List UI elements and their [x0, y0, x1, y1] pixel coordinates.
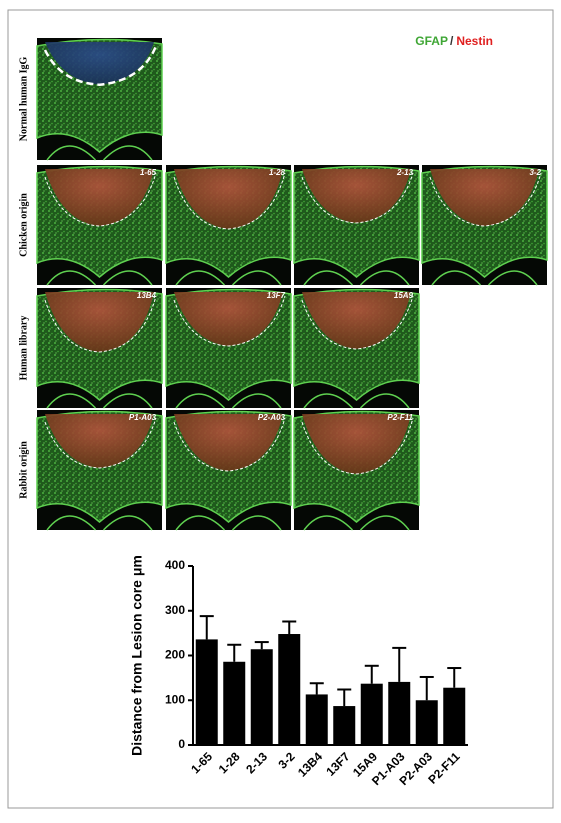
- x-tick-label: 13B4: [295, 749, 325, 779]
- x-tick-label: 13F7: [323, 749, 352, 778]
- lesion-border: [301, 295, 414, 350]
- micrograph: [36, 410, 163, 531]
- x-tick-label: 2-13: [243, 749, 270, 776]
- panel-label: 3-2: [529, 168, 541, 177]
- x-tick-label: P2-F11: [425, 749, 462, 786]
- legend-nestin: Nestin: [456, 34, 493, 48]
- lower-lobes: [175, 515, 282, 531]
- lesion-border: [173, 172, 286, 230]
- panel-label: 13B4: [137, 291, 157, 300]
- lesion-core: [45, 42, 154, 85]
- micrograph: [36, 288, 163, 409]
- lesion-border: [301, 417, 414, 475]
- panel-label: P2-F11: [387, 413, 413, 422]
- row-label: Rabbit origin: [18, 441, 29, 499]
- lower-lobes: [431, 270, 538, 286]
- bar: [388, 681, 411, 745]
- lower-lobes: [303, 393, 410, 409]
- y-tick-label: 0: [178, 737, 185, 751]
- lesion-core: [430, 169, 539, 226]
- micrograph: [421, 165, 548, 286]
- x-tick-label: 3-2: [275, 749, 297, 771]
- lesion-border: [301, 172, 414, 224]
- lesion-border: [429, 172, 542, 227]
- row-label: Normal human IgG: [18, 57, 29, 142]
- panel-label: 15A9: [394, 291, 414, 300]
- lesion-core: [302, 169, 411, 223]
- panel-label: 1-28: [269, 168, 286, 177]
- lower-lobes: [46, 393, 153, 409]
- micrograph: [36, 165, 163, 286]
- lesion-core: [302, 414, 411, 474]
- lower-lobes: [46, 515, 153, 531]
- legend-gfap: GFAP: [415, 34, 448, 48]
- lower-lobes: [303, 270, 410, 286]
- panel-label: 1-65: [140, 168, 157, 177]
- lower-lobes: [46, 270, 153, 286]
- y-tick-label: 400: [165, 558, 185, 572]
- y-axis-label: Distance from Lesion core μm: [129, 555, 145, 756]
- bar: [278, 634, 301, 745]
- micrograph: [293, 410, 420, 531]
- panel-label: P1-A03: [129, 413, 157, 422]
- micrograph: [165, 410, 292, 531]
- bar-chart: 0 100 200 300 400 Distance from Lesion core μ…: [129, 555, 468, 788]
- lesion-core: [174, 292, 283, 346]
- micrograph: [293, 165, 420, 286]
- lesion-border: [44, 295, 157, 353]
- lesion-core: [45, 292, 154, 352]
- x-tick-label: 1-65: [188, 749, 215, 776]
- bar: [223, 661, 246, 745]
- lesion-border: [44, 172, 157, 227]
- micrograph: [165, 288, 292, 409]
- y-tick-label: 300: [165, 603, 185, 617]
- image-panels: Normal human IgG Chicken origin 1-65 1-28 2-…: [18, 38, 548, 531]
- lesion-border: [173, 417, 286, 472]
- lower-lobes: [303, 515, 410, 531]
- bar: [250, 649, 273, 745]
- micrograph: [293, 288, 420, 409]
- panel-label: 2-13: [396, 168, 414, 177]
- lower-lobes: [175, 393, 282, 409]
- y-tick-label: 100: [165, 692, 185, 706]
- lower-lobes: [46, 145, 153, 161]
- micrograph: [165, 165, 292, 286]
- lesion-core: [45, 414, 154, 468]
- panel-label: P2-A03: [258, 413, 286, 422]
- legend-separator: /: [450, 34, 454, 48]
- bar: [415, 700, 438, 745]
- lesion-border: [44, 417, 157, 469]
- micrograph: [36, 38, 163, 161]
- y-tick-label: 200: [165, 648, 185, 662]
- panel-label: 13F7: [267, 291, 286, 300]
- row-label: Chicken origin: [18, 193, 29, 257]
- bar: [305, 694, 328, 745]
- lower-lobes: [175, 270, 282, 286]
- figure-border: [7, 9, 554, 809]
- bar: [195, 639, 218, 745]
- lesion-border: [173, 295, 286, 347]
- lesion-core: [45, 169, 154, 226]
- legend: GFAP / Nestin: [415, 34, 493, 48]
- bar: [443, 687, 466, 745]
- lesion-core: [174, 414, 283, 471]
- lesion-core: [302, 292, 411, 349]
- row-label: Human library: [18, 316, 29, 381]
- bar: [360, 683, 383, 745]
- x-tick-label: 1-28: [216, 749, 243, 776]
- lesion-core: [174, 169, 283, 229]
- bar: [333, 706, 356, 745]
- lesion-border: [43, 45, 158, 86]
